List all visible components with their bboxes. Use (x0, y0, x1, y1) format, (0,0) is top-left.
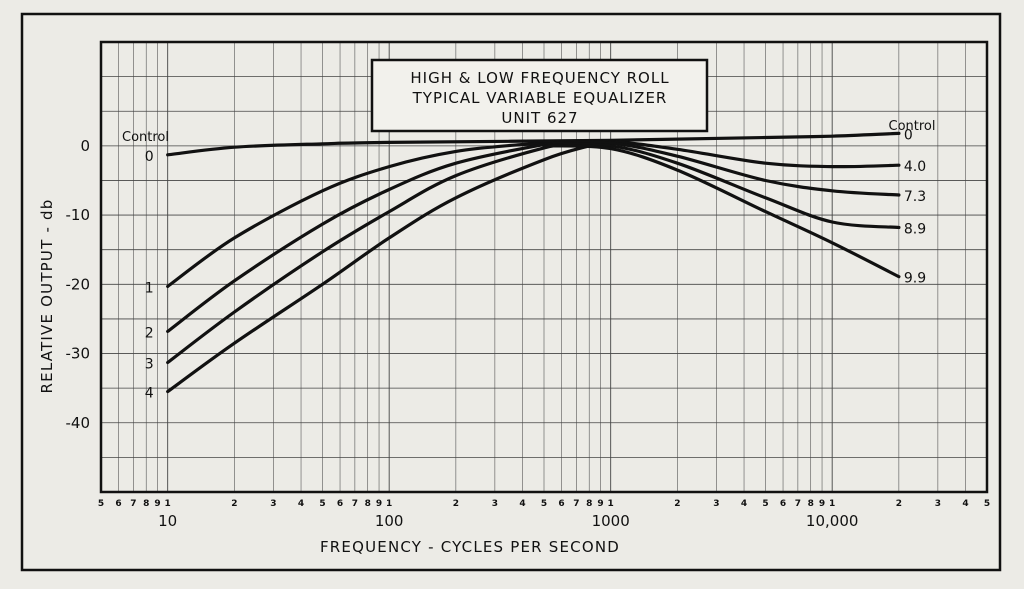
curve-low-1 (166, 142, 546, 288)
x-minor-tick-label: 4 (519, 499, 525, 509)
curve-low-2 (166, 141, 564, 333)
x-minor-tick-label: 3 (270, 499, 276, 509)
x-minor-tick-label: 7 (130, 499, 136, 509)
curve-high-9.9 (542, 144, 901, 279)
x-major-tick-label: 1000 (592, 512, 630, 530)
x-minor-tick-label: 9 (819, 499, 825, 509)
x-minor-tick-label: 6 (780, 499, 786, 509)
x-major-tick-label: 10 (158, 512, 177, 530)
curve-label-low-0: 0 (145, 149, 154, 165)
curve-label-high-8.9: 8.9 (904, 222, 926, 238)
x-minor-tick-label: 1 (165, 499, 171, 509)
curves (166, 131, 901, 394)
y-tick-label: -20 (66, 275, 91, 293)
x-major-tick-label: 100 (375, 512, 404, 530)
x-minor-tick-label: 4 (962, 499, 968, 509)
x-minor-tick-label: 5 (541, 499, 547, 509)
x-minor-tick-label: 9 (597, 499, 603, 509)
x-minor-tick-label: 2 (674, 499, 680, 509)
curve-label-low-3: 3 (145, 357, 154, 373)
x-minor-tick-label: 4 (298, 499, 304, 509)
plot-frame (99, 40, 989, 494)
x-minor-tick-label: 3 (935, 499, 941, 509)
x-minor-tick-label: 2 (453, 499, 459, 509)
title-line-3: UNIT 627 (501, 109, 578, 127)
curve-high-7.3 (542, 140, 901, 197)
x-minor-tick-label: 9 (154, 499, 160, 509)
curve-label-high-4.0: 4.0 (904, 159, 926, 175)
x-minor-tick-label: 1 (386, 499, 392, 509)
curve-label-high-0: 0 (904, 127, 913, 143)
y-tick-label: -30 (66, 345, 91, 363)
curve-label-high-7.3: 7.3 (904, 189, 926, 205)
title-box: HIGH & LOW FREQUENCY ROLL TYPICAL VARIAB… (370, 58, 709, 133)
x-minor-tick-label: 9 (376, 499, 382, 509)
x-minor-tick-label: 2 (896, 499, 902, 509)
curve-label-high-9.9: 9.9 (904, 271, 926, 287)
labels: 5 6 7 8 9 1 2 3 4 5 6 7 8 9 1 2 3 4 5 6 7 8 9 1 2 3 4 5 6 7 8 9 1 2 3 4 510 1… (66, 127, 991, 530)
x-minor-tick-label: 8 (365, 499, 371, 509)
x-minor-tick-label: 1 (608, 499, 614, 509)
control-label-left: Control (122, 130, 169, 145)
curve-low-0 (166, 131, 901, 157)
x-axis-title: FREQUENCY - CYCLES PER SECOND (320, 538, 620, 556)
x-minor-tick-label: 7 (352, 499, 358, 509)
x-minor-tick-label: 7 (795, 499, 801, 509)
x-minor-tick-label: 4 (741, 499, 747, 509)
x-minor-tick-label: 5 (984, 499, 990, 509)
curve-low-3 (166, 142, 578, 365)
curve-label-low-1: 1 (145, 280, 154, 296)
x-minor-tick-label: 3 (492, 499, 498, 509)
y-tick-label: -10 (66, 206, 91, 224)
y-tick-label: -40 (66, 414, 91, 432)
x-minor-tick-label: 1 (829, 499, 835, 509)
y-axis-title: RELATIVE OUTPUT - db (38, 199, 56, 394)
x-minor-tick-label: 8 (808, 499, 814, 509)
x-minor-tick-label: 8 (143, 499, 149, 509)
title-line-1: HIGH & LOW FREQUENCY ROLL (410, 69, 669, 87)
curve-label-low-2: 2 (145, 325, 154, 341)
x-minor-tick-label: 3 (713, 499, 719, 509)
x-minor-tick-label: 5 (319, 499, 325, 509)
curve-high-8.9 (542, 142, 901, 230)
x-minor-tick-label: 7 (573, 499, 579, 509)
outer-frame (20, 12, 1002, 572)
x-minor-tick-label: 8 (586, 499, 592, 509)
control-label-right: Control (889, 119, 936, 134)
curve-label-low-4: 4 (145, 386, 154, 402)
x-minor-tick-label: 6 (337, 499, 343, 509)
x-minor-tick-label: 6 (115, 499, 121, 509)
x-minor-tick-label: 2 (231, 499, 237, 509)
x-minor-tick-label: 6 (558, 499, 564, 509)
title-line-2: TYPICAL VARIABLE EQUALIZER (412, 89, 668, 107)
y-tick-label: 0 (80, 137, 90, 155)
x-minor-tick-label: 5 (762, 499, 768, 509)
x-minor-tick-label: 5 (98, 499, 104, 509)
curve-low-4 (166, 142, 603, 394)
x-major-tick-label: 10,000 (806, 512, 859, 530)
